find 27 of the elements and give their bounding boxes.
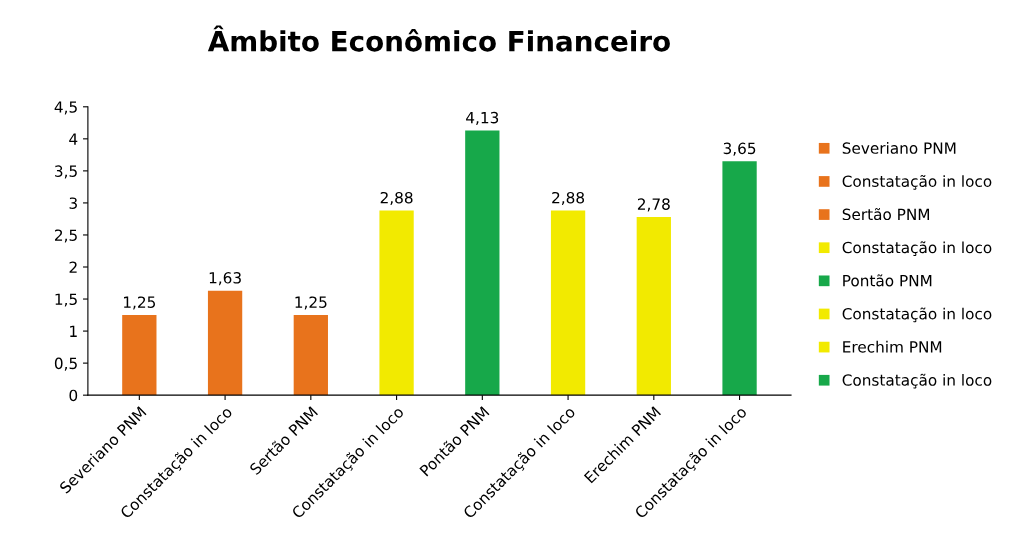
legend-label: Constatação in loco [842,174,992,190]
y-tick-label: 0,5 [54,357,77,371]
data-label: 2,78 [637,198,670,212]
data-label: 1,63 [209,272,241,286]
legend-label: Sertão PNM [842,208,929,221]
legend-label: Constatação in loco [842,373,992,389]
legend-label: Pontão PNM [843,274,932,287]
chart-title: Âmbito Econômico Financeiro [207,25,670,52]
y-tick-label: 4,5 [54,101,77,115]
legend-label: Constatação in loco [842,241,992,256]
y-tick-label: 4 [69,133,78,145]
data-label: 2,88 [380,191,413,206]
data-label: 1,25 [295,296,327,310]
y-tick-label: 2,5 [54,229,77,243]
y-tick-label: 1 [70,325,77,337]
legend-label: Severiano PNM [842,142,956,154]
y-tick-label: 3 [69,197,77,209]
legend-label: Constatação in loco [842,307,992,323]
y-tick-label: 2 [69,261,77,273]
data-label: 2,88 [552,191,585,206]
data-label: 1,25 [124,296,156,310]
y-tick-label: 3,5 [55,165,77,179]
data-label: 4,13 [466,111,499,125]
legend-label: Erechim PNM [843,340,942,353]
data-label: 3,65 [723,142,756,156]
y-tick-label: 1,5 [55,293,77,307]
y-tick-label: 0 [69,389,78,402]
